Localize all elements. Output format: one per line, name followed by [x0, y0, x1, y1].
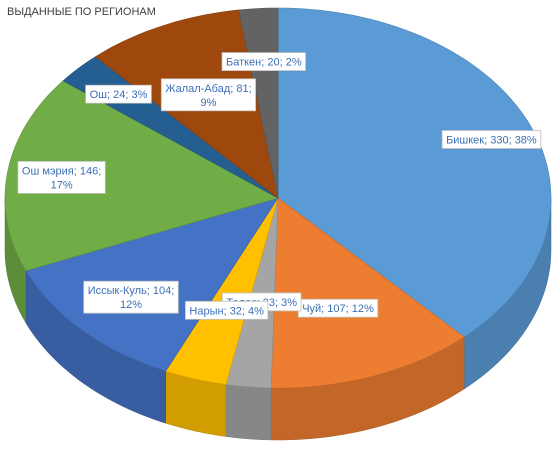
data-label-box-3	[184, 300, 269, 320]
pie-slice-1	[270, 197, 465, 389]
data-label-box-7	[160, 78, 257, 112]
data-label-box-5	[17, 160, 106, 194]
data-label-text-4-0: Иссык-Куль; 104;	[88, 285, 175, 297]
pie-slice-3	[165, 197, 279, 385]
data-label-box-0	[441, 130, 542, 149]
data-label-text-1-0: Чуй; 107; 12%	[302, 303, 374, 315]
data-label-1: Чуй; 107; 12%	[297, 298, 379, 318]
pie-side-2	[225, 384, 272, 441]
data-label-text-3-0: Нарын; 32; 4%	[189, 305, 264, 317]
data-label-6: Ош; 24; 3%	[85, 84, 152, 104]
data-label-text-5-1: 17%	[51, 179, 73, 191]
data-label-box-8	[221, 52, 306, 71]
data-label-4: Иссык-Куль; 104; 12%	[83, 280, 179, 314]
pie-slice-0	[277, 7, 552, 338]
data-label-text-7-1: 9%	[201, 97, 217, 109]
data-label-text-5-0: Ош мэрия; 146;	[22, 165, 101, 177]
pie-slice-5	[4, 80, 279, 272]
data-label-box-4	[83, 280, 179, 314]
data-label-0: Бишкек; 330; 38%	[441, 130, 542, 149]
data-label-8: Баткен; 20; 2%	[221, 52, 306, 71]
data-label-text-4-1: 12%	[120, 299, 142, 311]
data-label-text-0-0: Бишкек; 330; 38%	[446, 135, 537, 147]
data-label-box-6	[85, 84, 152, 104]
data-label-text-7-0: Жалал-Абад; 81;	[165, 83, 251, 95]
data-label-text-8-0: Баткен; 20; 2%	[226, 57, 302, 69]
data-label-7: Жалал-Абад; 81; 9%	[160, 78, 257, 112]
data-label-3: Нарын; 32; 4%	[184, 300, 269, 320]
data-label-5: Ош мэрия; 146; 17%	[17, 160, 106, 194]
data-label-text-6-0: Ош; 24; 3%	[90, 89, 148, 101]
chart-title: ВЫДАННЫЕ ПО РЕГИОНАМ	[7, 6, 156, 18]
